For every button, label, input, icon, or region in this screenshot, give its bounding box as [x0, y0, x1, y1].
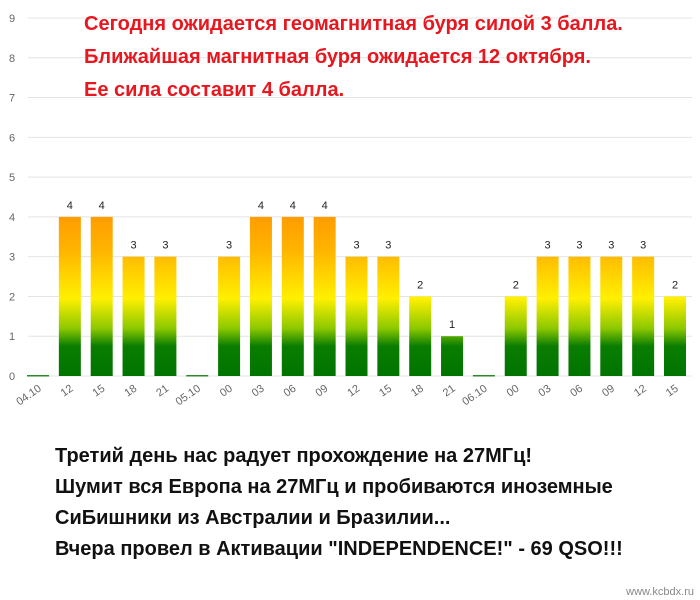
value-label: 4 [99, 200, 105, 212]
value-label: 3 [353, 240, 359, 252]
watermark: www.kcbdx.ru [625, 586, 694, 598]
bar [664, 296, 686, 376]
value-label: 4 [322, 200, 328, 212]
x-tick-label: 06 [282, 383, 299, 400]
x-tick-label: 12 [59, 383, 76, 400]
y-tick-label: 1 [9, 331, 15, 343]
y-tick-label: 4 [9, 212, 15, 224]
x-tick-label: 18 [122, 383, 139, 400]
value-label: 3 [545, 240, 551, 252]
bar [441, 336, 464, 376]
bar [568, 256, 591, 376]
x-tick-label: 09 [600, 383, 617, 400]
y-tick-label: 8 [9, 53, 15, 65]
bar [154, 256, 177, 376]
value-label: 3 [130, 240, 136, 252]
value-label: 3 [385, 240, 391, 252]
x-tick-label: 03 [536, 383, 553, 400]
bar [218, 256, 241, 376]
value-label: 2 [513, 279, 519, 291]
note: Шумит вся Европа на 27МГц и пробиваются … [55, 476, 613, 498]
value-label: 2 [417, 279, 423, 291]
y-tick-label: 9 [9, 13, 15, 25]
bar [345, 256, 368, 376]
x-tick-label: 00 [218, 383, 235, 400]
x-tick-label: 03 [250, 383, 267, 400]
y-tick-label: 2 [9, 291, 15, 303]
value-label: 1 [449, 319, 455, 331]
value-label: 3 [608, 240, 614, 252]
headline: Ее сила составит 4 балла. [84, 79, 344, 101]
x-tick-label: 21 [441, 383, 458, 400]
value-label: 3 [640, 240, 646, 252]
y-tick-label: 7 [9, 93, 15, 105]
y-tick-label: 3 [9, 252, 15, 264]
x-tick-label: 09 [313, 383, 330, 400]
value-label: 3 [226, 240, 232, 252]
y-tick-label: 6 [9, 132, 15, 144]
bar [409, 296, 432, 376]
value-label: 4 [258, 200, 264, 212]
bar [122, 256, 145, 376]
headline: Сегодня ожидается геомагнитная буря сило… [84, 13, 623, 35]
value-label: 4 [290, 200, 296, 212]
bar [27, 375, 49, 377]
x-tick-label: 06.10 [460, 383, 489, 409]
x-tick-label: 15 [377, 383, 394, 400]
bar [186, 375, 209, 377]
bar [536, 256, 559, 376]
bar [600, 256, 623, 376]
y-tick-label: 5 [9, 172, 15, 184]
y-tick-label: 0 [9, 371, 15, 383]
x-tick-label: 00 [505, 383, 522, 400]
x-tick-label: 18 [409, 383, 426, 400]
value-label: 3 [576, 240, 582, 252]
x-tick-label: 05.10 [174, 383, 203, 409]
x-tick-label: 12 [345, 383, 362, 400]
value-label: 4 [67, 200, 73, 212]
bar [377, 256, 400, 376]
x-tick-label: 15 [664, 383, 681, 400]
note: Вчера провел в Активации "INDEPENDENCE!"… [55, 538, 623, 560]
x-tick-label: 06 [568, 383, 585, 400]
bar [249, 216, 272, 376]
note: СиБишники из Австралии и Бразилии... [55, 507, 450, 529]
bar [313, 216, 336, 376]
note: Третий день нас радует прохождение на 27… [55, 445, 532, 467]
x-tick-label: 12 [632, 383, 649, 400]
bar [472, 375, 495, 377]
bar [90, 216, 113, 376]
bar [58, 216, 81, 376]
bar [281, 216, 304, 376]
bar [504, 296, 527, 376]
value-label: 3 [162, 240, 168, 252]
x-tick-label: 21 [154, 383, 171, 400]
headline: Ближайшая магнитная буря ожидается 12 ок… [84, 46, 591, 68]
x-tick-label: 04.10 [14, 383, 43, 409]
x-tick-label: 15 [91, 383, 108, 400]
value-label: 2 [672, 279, 678, 291]
bar [632, 256, 655, 376]
